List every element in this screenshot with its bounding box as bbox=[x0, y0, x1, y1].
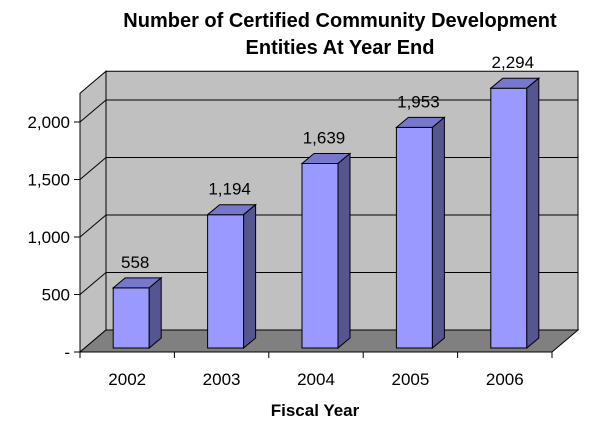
bar-side-2004 bbox=[337, 152, 351, 350]
bar-side-2003 bbox=[243, 203, 257, 350]
x-tick-label-2005: 2005 bbox=[391, 370, 429, 389]
bar-2006 bbox=[490, 87, 528, 349]
side-wall bbox=[79, 70, 107, 354]
bar-2002 bbox=[112, 287, 150, 349]
gridline-side bbox=[79, 214, 107, 238]
gridline-side bbox=[79, 157, 107, 180]
x-tick-label-2006: 2006 bbox=[486, 370, 524, 389]
y-tick-label: - bbox=[64, 343, 70, 362]
plot-area: - 500 1,000 1,500 2,000 558 2002 1,194 2003 1,639… bbox=[27, 53, 580, 389]
x-tick-label-2002: 2002 bbox=[108, 370, 146, 389]
bar-2004 bbox=[301, 163, 339, 349]
x-axis-label: Fiscal Year bbox=[271, 401, 360, 420]
data-label-2005: 1,953 bbox=[397, 92, 440, 111]
y-tick-label: 500 bbox=[42, 286, 70, 305]
bar-side-2002 bbox=[148, 276, 162, 350]
bar-side-2006 bbox=[526, 77, 540, 350]
bar-2003 bbox=[207, 214, 245, 349]
chart-title-line-2: Entities At Year End bbox=[246, 37, 435, 59]
bar-side-2005 bbox=[431, 116, 445, 350]
gridline-side bbox=[79, 99, 107, 123]
y-tick-label: 2,000 bbox=[27, 113, 70, 132]
x-tick-label-2004: 2004 bbox=[297, 370, 335, 389]
data-label-2004: 1,639 bbox=[303, 129, 346, 148]
bar-2005 bbox=[395, 126, 433, 349]
y-tick-label: 1,500 bbox=[27, 171, 70, 190]
chart-title-line-1: Number of Certified Community Developmen… bbox=[123, 10, 557, 32]
data-label-2002: 558 bbox=[121, 253, 149, 272]
y-tick-label: 1,000 bbox=[27, 228, 70, 247]
data-label-2003: 1,194 bbox=[208, 180, 251, 199]
x-tick-label-2003: 2003 bbox=[203, 370, 241, 389]
gridline-side bbox=[79, 272, 107, 295]
data-label-2006: 2,294 bbox=[492, 53, 535, 72]
